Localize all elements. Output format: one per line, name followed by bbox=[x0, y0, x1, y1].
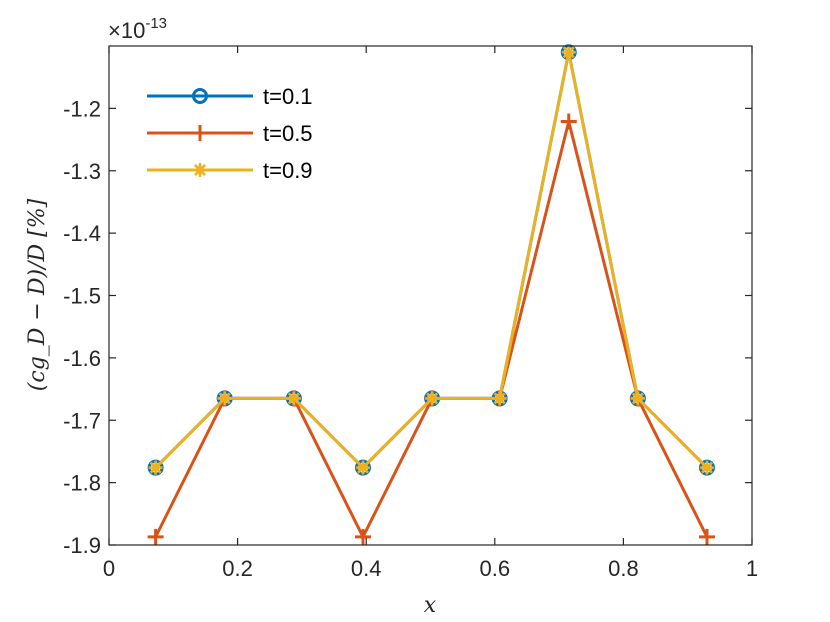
legend-marker bbox=[193, 163, 207, 177]
legend-marker bbox=[192, 88, 208, 104]
data-point bbox=[148, 460, 163, 475]
legend-marker bbox=[192, 125, 208, 141]
data-point bbox=[630, 391, 645, 406]
legend-entry-t=0.5: t=0.5 bbox=[147, 121, 313, 146]
asterisk-stroke bbox=[287, 392, 300, 405]
x-tick-label: 0.2 bbox=[222, 556, 253, 581]
asterisk-stroke bbox=[218, 392, 231, 405]
data-point bbox=[217, 391, 232, 406]
asterisk-stroke bbox=[426, 392, 439, 405]
data-point bbox=[699, 460, 714, 475]
series-layer bbox=[147, 44, 715, 545]
y-tick-label: -1.2 bbox=[63, 96, 101, 121]
plot-area bbox=[109, 46, 752, 545]
data-point bbox=[425, 391, 440, 406]
asterisk-stroke bbox=[562, 46, 575, 59]
data-point bbox=[286, 391, 301, 406]
asterisk-stroke bbox=[631, 392, 644, 405]
x-tick-label: 0.6 bbox=[480, 556, 511, 581]
y-tick-label: -1.6 bbox=[63, 346, 101, 371]
y-axis-title: (cg_D − D)/D [%] bbox=[25, 198, 50, 391]
y-tick-label: -1.8 bbox=[63, 471, 101, 496]
asterisk-stroke bbox=[194, 164, 206, 176]
y-tick-label: -1.3 bbox=[63, 159, 101, 184]
series-t=0.9 bbox=[148, 45, 714, 475]
data-point bbox=[561, 45, 576, 60]
data-point bbox=[147, 528, 164, 545]
y-tick-label: -1.5 bbox=[63, 284, 101, 309]
data-point bbox=[698, 528, 715, 545]
legend-label: t=0.9 bbox=[263, 158, 313, 183]
legend-entry-t=0.1: t=0.1 bbox=[147, 84, 313, 109]
data-point bbox=[355, 460, 370, 475]
legend-entry-t=0.9: t=0.9 bbox=[147, 158, 313, 183]
y-tick-label: -1.7 bbox=[63, 408, 101, 433]
data-point bbox=[560, 113, 577, 130]
legend-label: t=0.5 bbox=[263, 121, 313, 146]
asterisk-stroke bbox=[357, 461, 369, 474]
y-tick-label: -1.9 bbox=[63, 533, 101, 558]
asterisk-stroke bbox=[701, 461, 713, 474]
y-axis-multiplier: ×10-13 bbox=[108, 15, 167, 43]
asterisk-stroke bbox=[149, 461, 162, 474]
asterisk-stroke bbox=[493, 392, 506, 405]
data-point bbox=[354, 528, 371, 545]
y-tick-label: -1.4 bbox=[63, 221, 101, 246]
legend-label: t=0.1 bbox=[263, 84, 313, 109]
circle-marker bbox=[192, 88, 208, 104]
tick-layer: 0 0.2 0.4 0.6 0.8 1 -1.9 -1.8 -1.7 -1.6 -1.5 -1.4 -1… bbox=[63, 46, 758, 581]
data-point bbox=[492, 391, 507, 406]
x-tick-label: 0.4 bbox=[351, 556, 382, 581]
x-tick-label: 1 bbox=[746, 556, 758, 581]
x-tick-label: 0.8 bbox=[608, 556, 639, 581]
legend: t=0.1 t=0.5 t=0.9 bbox=[147, 84, 313, 183]
x-tick-label: 0 bbox=[103, 556, 115, 581]
x-axis-title: x bbox=[424, 593, 437, 618]
